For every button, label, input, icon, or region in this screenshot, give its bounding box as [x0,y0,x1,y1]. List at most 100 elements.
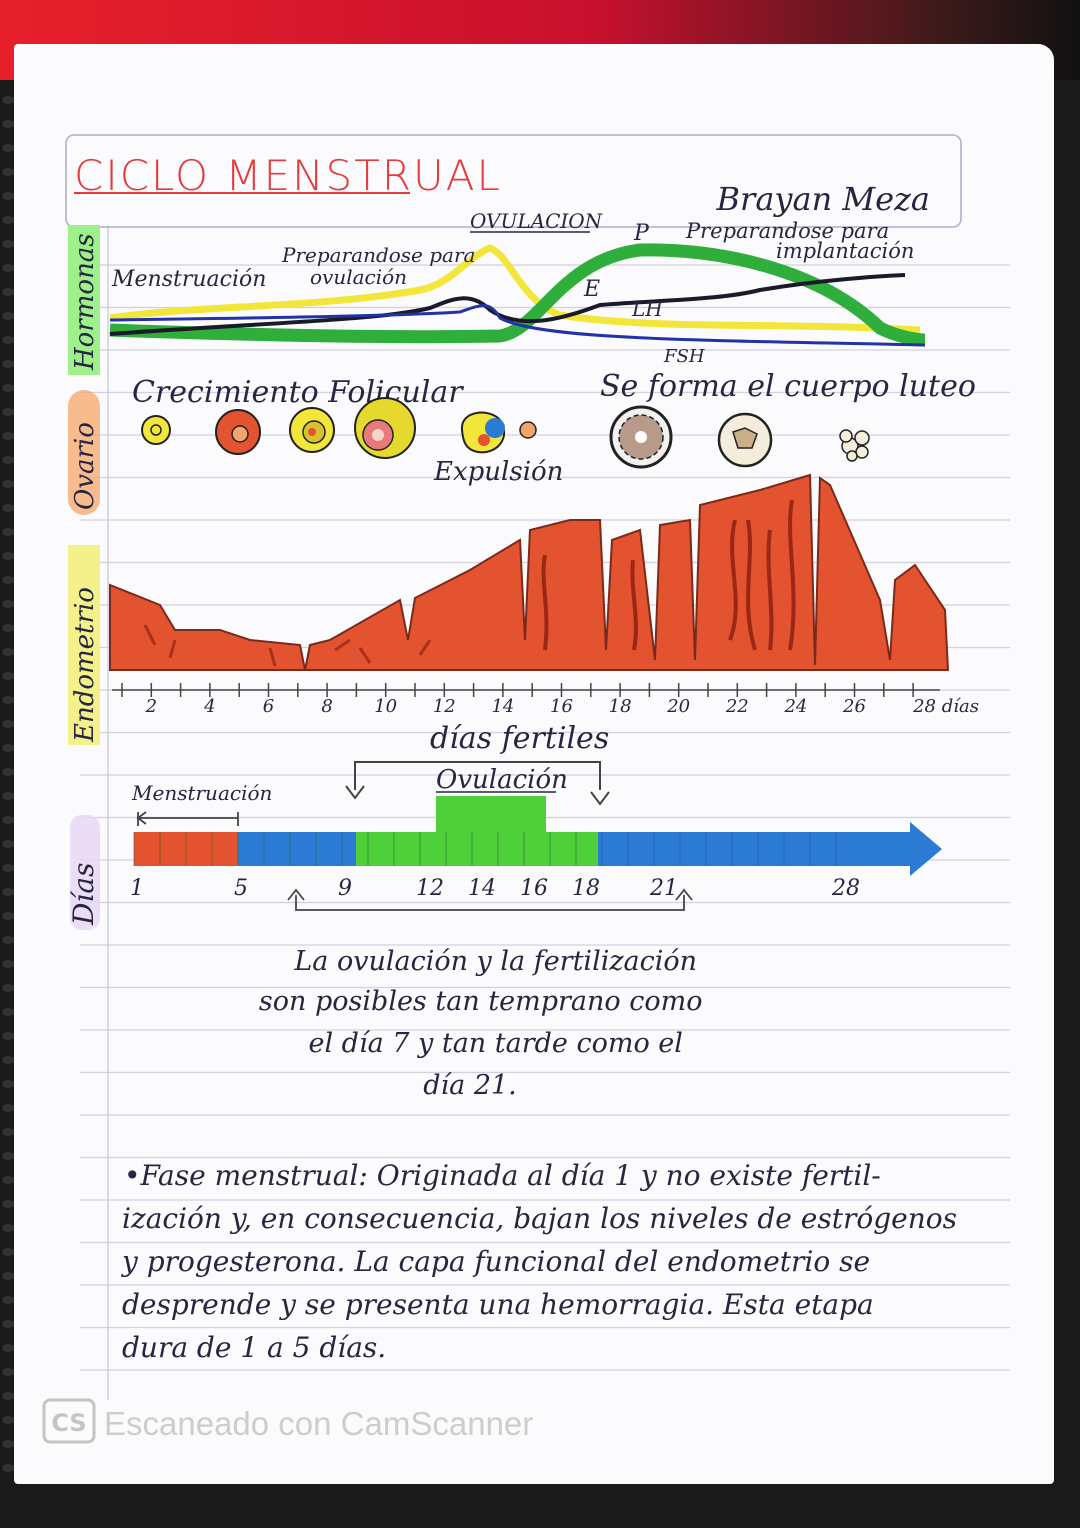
spiral-ring [2,1008,14,1016]
days-menstruation-label: Menstruación [131,781,272,805]
axis-tick-label: 4 [203,696,215,717]
spiral-ring [2,504,14,512]
ovulation-expulsion [460,411,537,454]
pre-fertile-segment [238,832,356,866]
day-label: 21 [649,876,678,901]
spiral-ring [2,960,14,968]
fertile-segment [356,832,598,866]
day-label: 9 [338,876,352,901]
spiral-ring [2,744,14,752]
corpus-albicans [839,429,870,462]
axis-tick-label: 20 [666,696,690,717]
hormone-chart [109,243,926,347]
spiral-ring [2,1440,14,1448]
spiral-ring [2,1152,14,1160]
follicular-growth-label: Crecimiento Folicular [132,375,464,410]
spiral-ring [2,816,14,824]
spiral-ring [2,1272,14,1280]
section-label-days: Días [67,815,100,930]
axis-tick-label: 10 [374,696,397,717]
endometrial-glands [541,499,796,651]
spiral-ring [2,648,14,656]
fertility-range-bracket [287,888,693,911]
spiral-ring [2,216,14,224]
follicle-mature [354,397,416,459]
fertile-days-bracket [354,761,601,790]
spiral-ring [2,168,14,176]
spiral-ring [2,1248,14,1256]
spiral-binding [2,96,14,1472]
menstrual-phase-description: •Fase menstrual: Originada al día 1 y no… [120,1159,966,1364]
spiral-ring [2,480,14,488]
spiral-ring [2,408,14,416]
day-labels: 1 5 9 12 14 16 18 21 28 [130,876,860,901]
spiral-ring [2,936,14,944]
spiral-ring [2,528,14,536]
section-label-hormones: Hormonas [68,225,100,375]
follicle-stages [141,397,870,469]
axis-tick-label: 22 [725,696,749,717]
camscanner-logo-text: CS [51,1409,86,1437]
spiral-arteries [143,624,432,667]
camscanner-text: Escaneado con CamScanner [104,1405,533,1442]
endometrium-shape [109,473,950,671]
prep-ovulation-label: Preparandose para ovulación [281,243,482,289]
hormones-highlight [68,225,100,375]
spiral-ring [2,1080,14,1088]
spiral-ring [2,1464,14,1472]
section-label-ovary: Ovario [68,390,100,515]
endometrium-profile [109,473,950,671]
corpus-luteum-early [609,405,673,469]
days-highlight [70,815,100,930]
axis-tick-label: 14 [491,696,514,717]
spiral-ring [2,720,14,728]
axis-tick-label: 12 [433,696,456,717]
spiral-ring [2,600,14,608]
fertile-days-label: días fertiles [430,721,609,756]
spiral-ring [2,192,14,200]
spiral-ring [2,696,14,704]
axis-tick-label: 6 [263,696,274,717]
cycle-days-bar [133,796,942,876]
ovulation-segment [436,796,546,832]
prep-implantation-label: Preparandose para implantación [685,219,914,263]
axis-tick-label: 8 [321,696,332,717]
spiral-ring [2,1392,14,1400]
spiral-ring [2,1128,14,1136]
day-label: 5 [234,876,248,901]
day-label: 16 [520,876,548,901]
spiral-ring [2,1176,14,1184]
axis-tick-label: 28 días [912,696,979,717]
spiral-ring [2,1320,14,1328]
days-ovulation-label: Ovulación [436,765,568,795]
axis-tick-label: 16 [550,696,573,717]
spiral-ring [2,768,14,776]
spiral-ring [2,1416,14,1424]
spiral-ring [2,672,14,680]
corpus-luteum-mid [717,412,773,468]
fsh-tag: FSH [663,346,705,367]
ovary-highlight [68,390,100,515]
spiral-ring [2,120,14,128]
spiral-ring [2,1200,14,1208]
spiral-ring [2,1224,14,1232]
spiral-ring [2,864,14,872]
spiral-ring [2,336,14,344]
day-label: 1 [130,876,144,901]
estrogen-curve [109,273,906,336]
lh-tag: LH [631,297,663,321]
spiral-ring [2,1344,14,1352]
day-label: 18 [572,876,600,901]
spiral-ring [2,360,14,368]
axis-tick-label: 24 [783,696,807,717]
camscanner-logo [42,1398,96,1444]
day-label: 12 [416,876,444,901]
spiral-ring [2,984,14,992]
spiral-ring [2,576,14,584]
notebook-page [14,44,1054,1484]
follicle-primordial [141,415,171,445]
endometrium-highlight [68,545,100,745]
page-title: CICLO MENSTRUAL [74,151,502,200]
endometrium-label: Endometrio [70,587,100,743]
